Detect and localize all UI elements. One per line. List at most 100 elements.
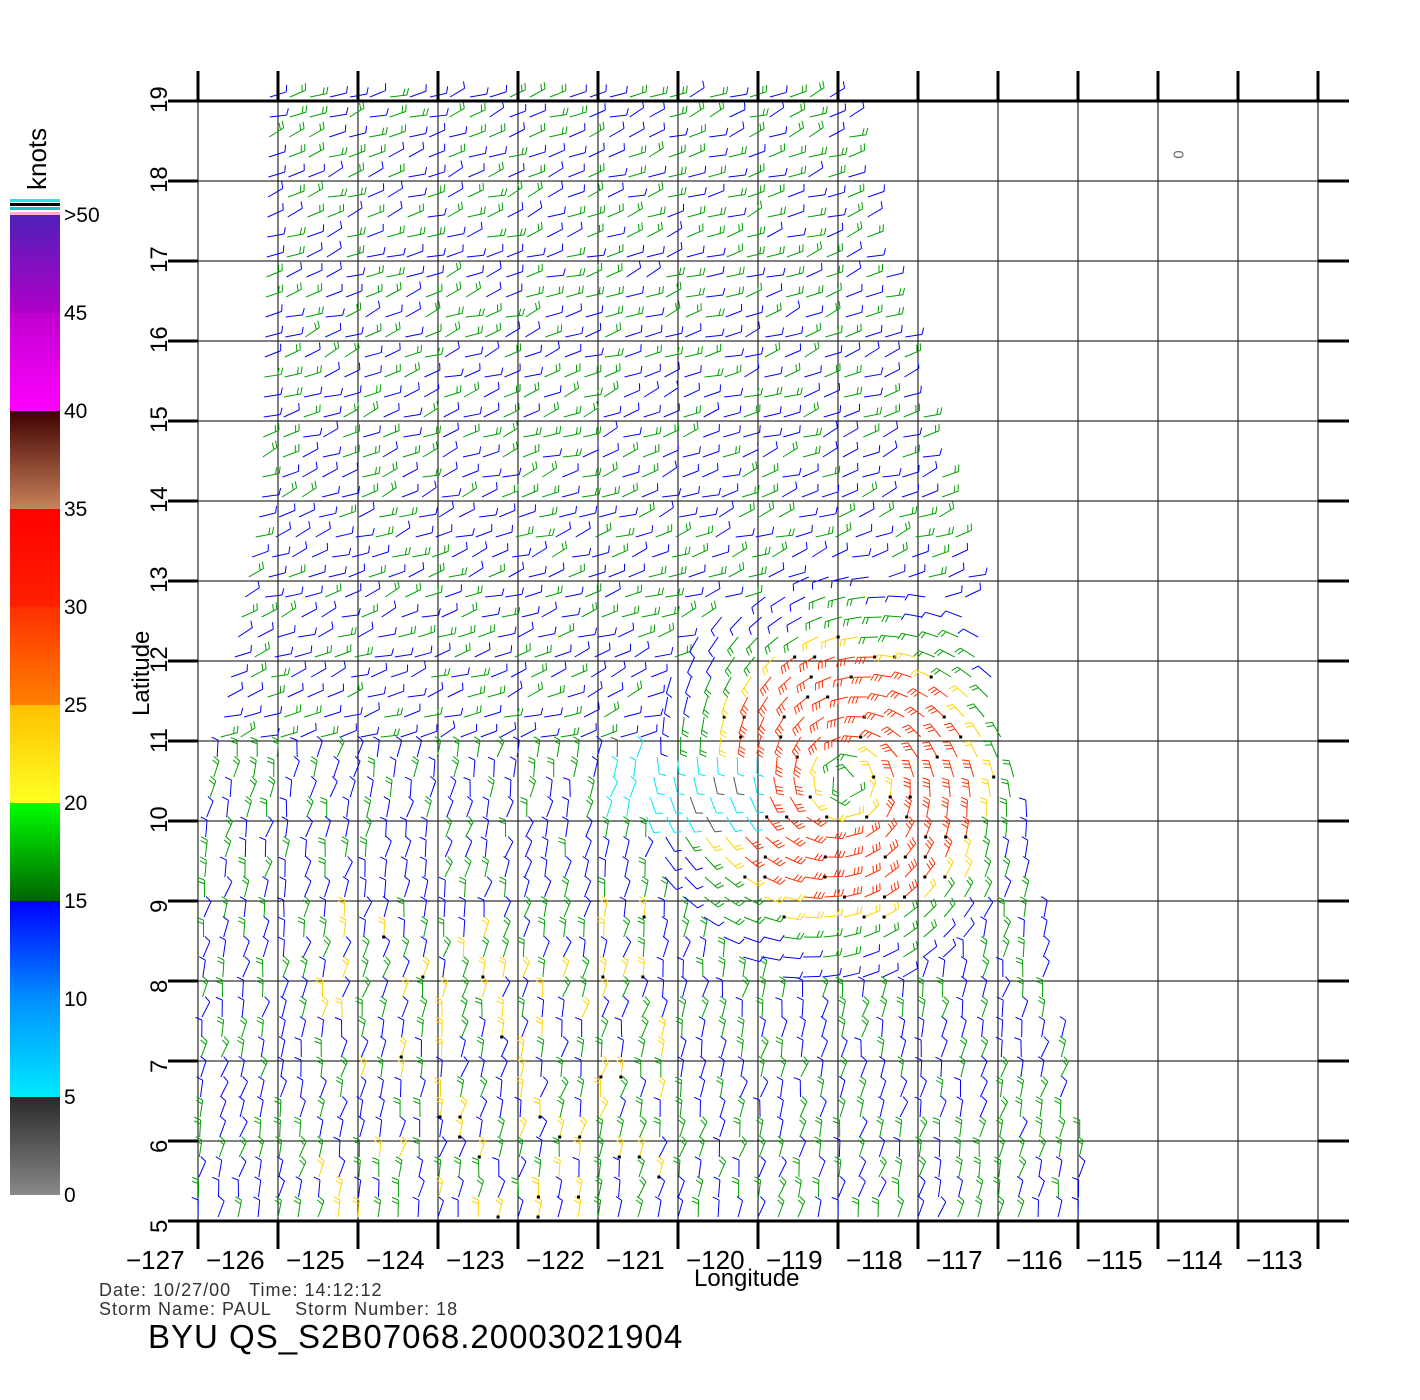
wind-barb xyxy=(792,1156,800,1178)
barb-shaft xyxy=(405,819,407,838)
wind-barb xyxy=(739,696,749,718)
barb-shaft xyxy=(202,960,206,978)
barb-flag xyxy=(504,916,511,922)
barb-shaft xyxy=(368,571,386,578)
barb-flag xyxy=(416,1020,424,1025)
wind-barb xyxy=(597,916,605,938)
barb-shaft xyxy=(261,1020,264,1038)
barb-shaft xyxy=(859,1121,868,1138)
wind-barb xyxy=(941,777,951,798)
wind-barb xyxy=(745,836,765,850)
barb-flag xyxy=(461,959,468,965)
barb-shaft xyxy=(554,650,571,658)
barb-shaft xyxy=(320,732,338,738)
wind-barb xyxy=(748,616,763,636)
wind-barb xyxy=(356,736,364,758)
wind-barb xyxy=(982,956,990,978)
barb-flag xyxy=(661,996,668,1002)
wind-barb xyxy=(901,759,915,778)
barb-flag xyxy=(259,800,267,805)
wind-barb xyxy=(849,781,866,798)
barb-shaft xyxy=(443,900,446,918)
wind-barb xyxy=(547,756,555,778)
barb-shaft xyxy=(704,676,712,693)
wind-barb xyxy=(215,977,223,998)
barb-flag xyxy=(960,976,968,981)
wind-barb xyxy=(341,607,361,618)
wind-barb xyxy=(731,1176,740,1198)
barb-flag xyxy=(616,1119,623,1125)
wind-barb xyxy=(514,1096,522,1118)
barb-flag xyxy=(498,1116,505,1122)
barb-flag xyxy=(794,803,802,806)
wind-barb xyxy=(487,756,495,778)
barb-shaft xyxy=(413,760,419,778)
barb-shaft xyxy=(380,1040,387,1058)
barb-flag xyxy=(734,862,742,867)
barb-flag xyxy=(413,1116,420,1121)
wind-barb xyxy=(394,647,414,658)
wind-barb xyxy=(279,1016,286,1038)
wind-barb xyxy=(468,756,476,778)
barb-flag xyxy=(692,846,700,849)
barb-flag xyxy=(981,781,989,785)
barb-shaft xyxy=(264,861,273,878)
wind-barb xyxy=(900,742,918,758)
barb-shaft xyxy=(785,856,801,865)
wind-barb xyxy=(923,836,935,859)
wind-barb xyxy=(348,563,365,578)
wind-barb xyxy=(1078,1156,1086,1178)
wind-barb xyxy=(261,996,270,1018)
barb-flag xyxy=(363,979,369,986)
barb-shaft xyxy=(517,1200,524,1218)
barb-flag xyxy=(863,996,870,1002)
barb-flag xyxy=(354,1176,361,1181)
barb-flag xyxy=(798,825,806,830)
barb-flag xyxy=(718,773,726,777)
barb-flag xyxy=(657,896,665,901)
barb-flag xyxy=(342,796,350,801)
wind-barb xyxy=(546,796,554,818)
barb-flag xyxy=(717,793,725,796)
barb-flag xyxy=(400,856,408,861)
barb-shaft xyxy=(786,616,802,626)
barb-shaft xyxy=(249,781,258,798)
wind-barb xyxy=(555,1056,564,1078)
barb-flag xyxy=(257,1136,265,1142)
barb-flag xyxy=(961,759,970,762)
wind-barb xyxy=(378,1096,385,1118)
barb-flag xyxy=(294,1116,301,1121)
barb-shaft xyxy=(356,740,364,758)
barb-shaft xyxy=(494,651,512,658)
barb-shaft xyxy=(663,696,669,714)
wind-barb xyxy=(654,646,674,658)
barb-flag xyxy=(740,1139,746,1146)
wind-barb xyxy=(762,656,776,676)
barb-flag xyxy=(276,1156,284,1161)
barb-flag xyxy=(517,606,521,615)
barb-flag xyxy=(475,1116,483,1121)
barb-shaft xyxy=(796,676,812,687)
wind-barb xyxy=(517,1056,525,1078)
wind-barb xyxy=(304,705,322,718)
wind-barb xyxy=(993,1176,1001,1198)
barb-flag xyxy=(743,687,749,695)
barb-flag xyxy=(969,706,976,710)
barb-shaft xyxy=(260,1061,268,1078)
barb-shaft xyxy=(379,1120,383,1138)
barb-shaft xyxy=(802,975,820,978)
barb-shaft xyxy=(792,716,805,730)
barb-flag xyxy=(656,956,664,961)
wind-barb xyxy=(258,896,266,918)
barb-shaft xyxy=(720,1040,727,1058)
wind-barb xyxy=(431,668,451,678)
barb-flag xyxy=(833,719,836,727)
barb-shaft xyxy=(779,1120,784,1138)
wind-barb xyxy=(644,836,654,858)
barb-shaft xyxy=(745,836,758,850)
barb-flag xyxy=(210,776,217,782)
barb-flag xyxy=(831,1196,839,1201)
barb-shaft xyxy=(229,780,232,798)
barb-shaft xyxy=(736,756,739,775)
barb-shaft xyxy=(789,596,806,606)
